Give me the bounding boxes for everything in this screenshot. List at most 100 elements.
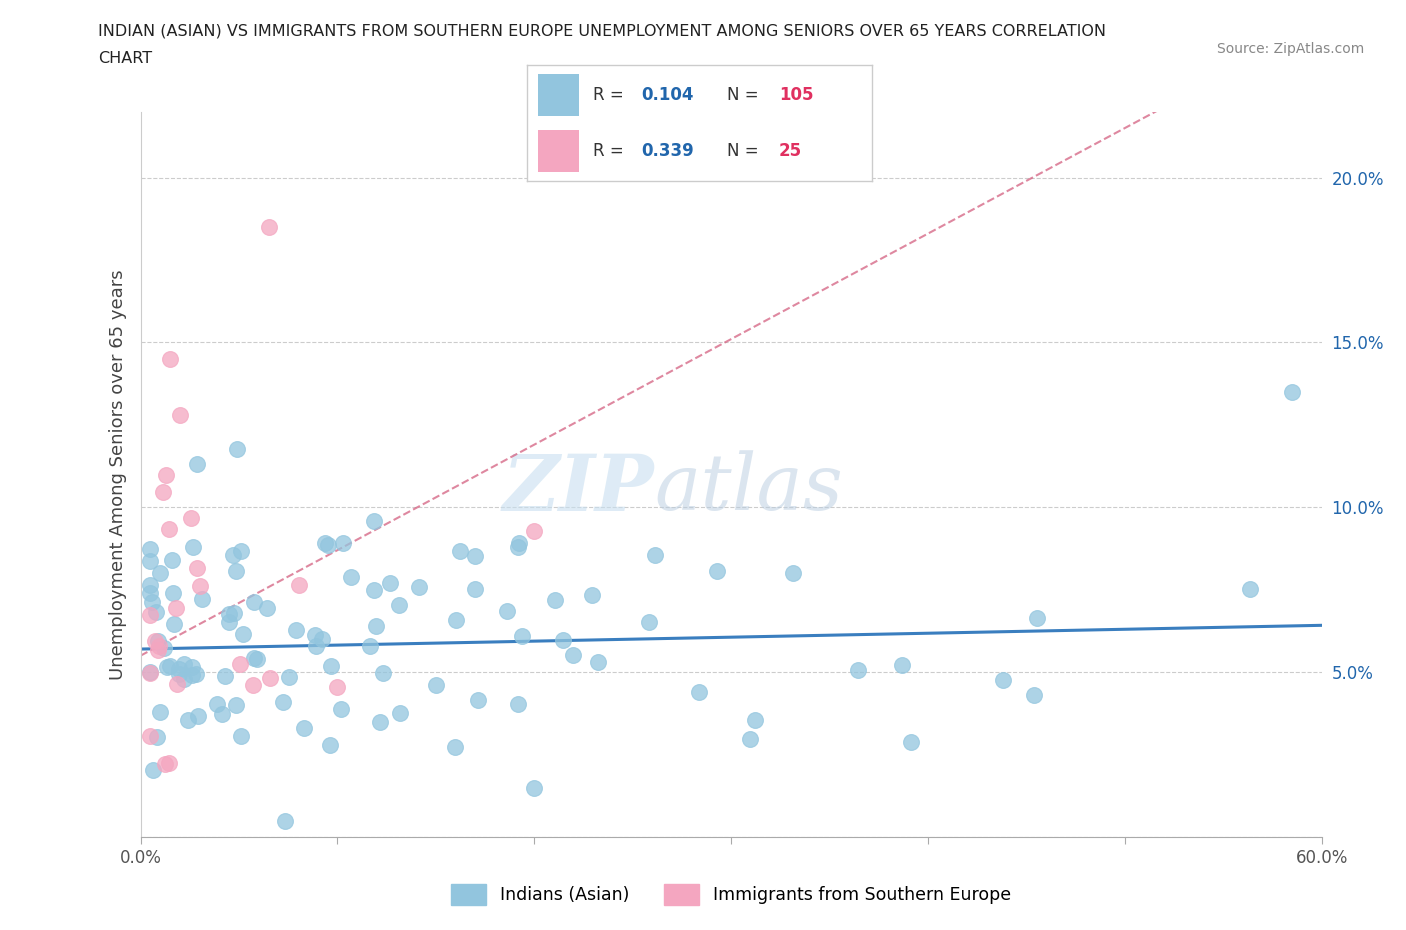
Point — [408, 580, 430, 595]
Point — [152, 485, 174, 499]
Point — [148, 638, 170, 653]
Point — [229, 657, 252, 671]
Point — [363, 513, 385, 528]
Point — [257, 219, 280, 234]
Text: CHART: CHART — [98, 51, 152, 66]
Point — [157, 755, 180, 770]
Point — [149, 565, 172, 580]
Point — [181, 659, 204, 674]
Text: R =: R = — [593, 86, 628, 104]
Point — [425, 677, 447, 692]
Point — [162, 585, 184, 600]
Point — [211, 707, 233, 722]
Point — [329, 702, 352, 717]
Point — [467, 692, 489, 707]
Point — [139, 608, 162, 623]
Point — [231, 728, 253, 743]
Point — [165, 600, 187, 615]
Point — [222, 548, 245, 563]
Point — [226, 442, 249, 457]
Point — [464, 581, 486, 596]
Point — [231, 543, 253, 558]
Point — [326, 680, 349, 695]
Point — [169, 667, 191, 682]
Point — [311, 631, 333, 646]
Point — [449, 543, 471, 558]
Text: R =: R = — [593, 142, 628, 160]
Point — [157, 522, 180, 537]
Point — [368, 714, 391, 729]
Point — [506, 697, 529, 711]
Point — [991, 672, 1014, 687]
Point — [553, 632, 575, 647]
Legend: Indians (Asian), Immigrants from Southern Europe: Indians (Asian), Immigrants from Souther… — [444, 877, 1018, 911]
Text: N =: N = — [727, 142, 763, 160]
Point — [218, 615, 240, 630]
Point — [688, 684, 710, 699]
Point — [145, 604, 167, 619]
Point — [143, 633, 166, 648]
Point — [159, 658, 181, 673]
Point — [190, 591, 212, 606]
Point — [181, 667, 204, 682]
Point — [273, 695, 295, 710]
Text: Source: ZipAtlas.com: Source: ZipAtlas.com — [1216, 42, 1364, 56]
Point — [1026, 611, 1049, 626]
Point — [153, 756, 176, 771]
Point — [848, 663, 870, 678]
Point — [155, 468, 177, 483]
Point — [363, 583, 385, 598]
Point — [523, 524, 546, 538]
Point — [508, 535, 530, 550]
Point — [782, 565, 804, 580]
Point — [148, 643, 170, 658]
Point — [359, 638, 381, 653]
Text: 0.104: 0.104 — [641, 86, 693, 104]
Point — [464, 549, 486, 564]
Point — [243, 594, 266, 609]
Point — [153, 641, 176, 656]
Text: N =: N = — [727, 86, 763, 104]
Point — [1281, 384, 1303, 399]
Point — [304, 628, 326, 643]
Point — [340, 569, 363, 584]
Point — [139, 578, 162, 592]
Point — [186, 561, 208, 576]
Bar — [537, 74, 579, 116]
Point — [304, 639, 326, 654]
Point — [225, 698, 247, 712]
Text: 105: 105 — [779, 86, 813, 104]
Point — [146, 634, 169, 649]
Point — [523, 780, 546, 795]
Point — [242, 651, 264, 666]
Point — [506, 539, 529, 554]
Point — [1239, 581, 1261, 596]
Point — [900, 735, 922, 750]
Point — [139, 542, 162, 557]
Point — [169, 407, 191, 422]
Point — [371, 666, 394, 681]
Point — [318, 538, 340, 552]
Point — [139, 665, 162, 680]
Point — [225, 564, 247, 578]
Point — [222, 605, 245, 620]
Point — [256, 600, 278, 615]
Point — [292, 721, 315, 736]
Text: 0.339: 0.339 — [641, 142, 693, 160]
Point — [163, 617, 186, 631]
Point — [389, 706, 412, 721]
Point — [388, 597, 411, 612]
Point — [444, 613, 467, 628]
Point — [218, 607, 240, 622]
Point — [188, 578, 211, 593]
Point — [156, 660, 179, 675]
Point — [581, 588, 603, 603]
Point — [380, 575, 402, 590]
Point — [142, 763, 165, 777]
Point — [319, 737, 342, 752]
Point — [562, 648, 585, 663]
Text: atlas: atlas — [654, 451, 844, 527]
Point — [141, 594, 163, 609]
Point — [274, 813, 297, 828]
Point — [242, 678, 264, 693]
